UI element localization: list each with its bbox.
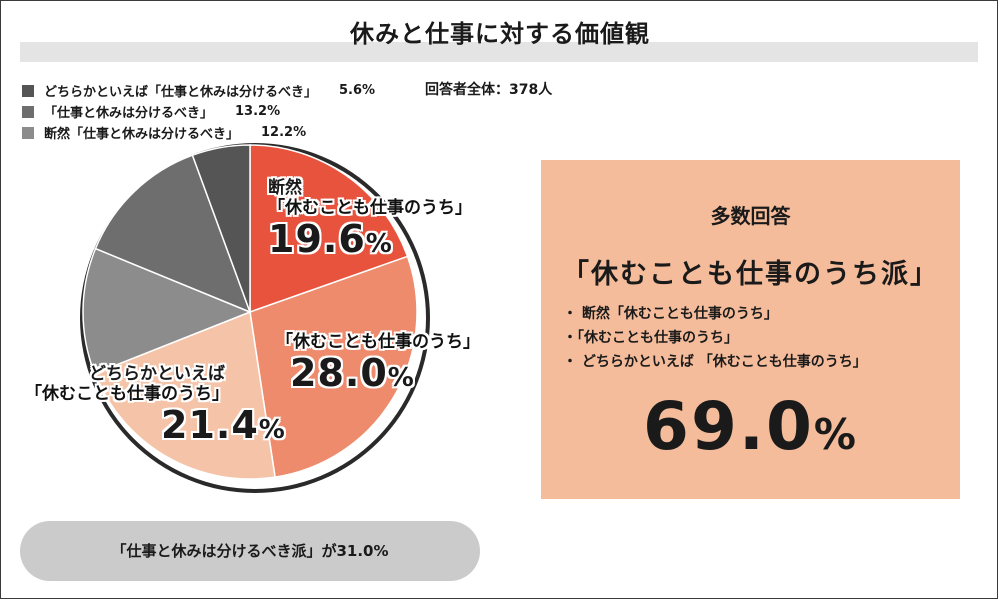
slice-label-b-unit: % [387,363,415,393]
slice-label-c-percent: 21.4% [161,404,286,451]
callout-item: ・ 断然「休むことも仕事のうち」 [563,306,778,322]
pie-slice-2 [249,255,418,478]
legend-swatch [22,126,34,139]
legend-label: どちらかといえば「仕事と休みは分けるべき」 [44,85,318,100]
legend-value: 13.2% [235,104,281,119]
pie-slice-4 [82,247,253,375]
pie-slices [82,144,418,480]
slice-label-b-value: 28.0 [290,351,388,395]
majority-callout: 多数回答 「休むことも仕事のうち派」 ・ 断然「休むことも仕事のうち」 ・「休む… [541,160,960,499]
callout-main: 「休むことも仕事のうち派」 [562,259,939,290]
respondent-total: 回答者全体：378人 [425,82,553,98]
minority-summary-pill: 「仕事と休みは分けるべき派」が31.0% [20,521,480,581]
legend-item: どちらかといえば「仕事と休みは分けるべき」 5.6% [22,80,375,101]
slice-label-b-line2: 「休むことも仕事のうち」 [276,332,480,352]
callout-item: ・ どちらかといえば 「休むことも仕事のうち」 [563,354,867,370]
callout-heading: 多数回答 [710,204,791,228]
legend-swatch [22,84,34,97]
slice-label-c-line2: 「休むことも仕事のうち」 [25,384,229,404]
legend-label: 断然「仕事と休みは分けるべき」 [44,127,240,142]
slice-label-b: 「休むことも仕事のうち」 28.0% [276,332,480,399]
legend-item: 「仕事と休みは分けるべき」 13.2% [22,101,375,122]
title-bar [20,42,978,62]
legend-value: 12.2% [261,125,307,140]
chart-title: 休みと仕事に対する価値観 [350,20,650,48]
slice-label-a-unit: % [365,229,393,259]
slice-label-c: どちらかといえば 「休むことも仕事のうち」 21.4% [25,364,286,451]
callout-item: ・「休むことも仕事のうち」 [563,330,738,346]
legend: どちらかといえば「仕事と休みは分けるべき」 5.6% 「仕事と休みは分けるべき」… [22,80,375,143]
pie-slice-5 [94,154,252,314]
callout-total-value: 69.0 [643,388,814,465]
legend-label: 「仕事と休みは分けるべき」 [44,106,214,121]
callout-total-percent: 69.0% [541,388,960,465]
slice-label-b-percent: 28.0% [290,352,480,399]
slice-label-a-line1: 断然 [268,178,302,198]
slice-label-a: 断然 「休むことも仕事のうち」 19.6% [268,178,472,265]
pie-slice-3 [93,310,276,480]
slice-label-c-line1: どちらかといえば [89,364,225,384]
slice-label-c-unit: % [258,415,286,445]
pie-slice-6 [191,144,251,313]
slice-label-a-line2: 「休むことも仕事のうち」 [268,198,472,218]
slice-label-c-value: 21.4 [161,403,259,447]
slice-label-a-percent: 19.6% [268,218,472,265]
legend-value: 5.6% [339,83,376,98]
legend-swatch [22,105,34,118]
callout-total-unit: % [813,410,858,459]
legend-item: 断然「仕事と休みは分けるべき」 12.2% [22,122,375,143]
slice-label-a-value: 19.6 [268,217,366,261]
callout-items: ・ 断然「休むことも仕事のうち」 ・「休むことも仕事のうち」 ・ どちらかといえ… [563,302,867,374]
